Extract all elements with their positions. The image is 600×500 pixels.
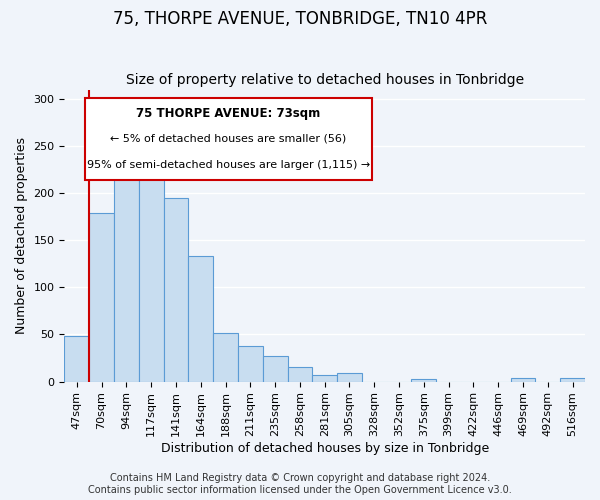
Bar: [238, 346, 263, 382]
Bar: [412, 379, 436, 382]
X-axis label: Distribution of detached houses by size in Tonbridge: Distribution of detached houses by size …: [161, 442, 489, 455]
Bar: [313, 375, 337, 382]
Bar: [263, 356, 287, 382]
Bar: [287, 366, 313, 382]
Text: 75, THORPE AVENUE, TONBRIDGE, TN10 4PR: 75, THORPE AVENUE, TONBRIDGE, TN10 4PR: [113, 10, 487, 28]
Bar: [164, 198, 188, 382]
Bar: [213, 332, 238, 382]
Bar: [337, 373, 362, 382]
Bar: [114, 179, 139, 382]
Text: ← 5% of detached houses are smaller (56): ← 5% of detached houses are smaller (56): [110, 134, 347, 143]
Bar: [560, 378, 585, 382]
Text: 95% of semi-detached houses are larger (1,115) →: 95% of semi-detached houses are larger (…: [87, 160, 370, 170]
Text: Contains HM Land Registry data © Crown copyright and database right 2024.
Contai: Contains HM Land Registry data © Crown c…: [88, 474, 512, 495]
Bar: [139, 146, 164, 382]
Bar: [89, 213, 114, 382]
Bar: [188, 256, 213, 382]
Text: 75 THORPE AVENUE: 73sqm: 75 THORPE AVENUE: 73sqm: [136, 107, 320, 120]
FancyBboxPatch shape: [85, 98, 371, 180]
Title: Size of property relative to detached houses in Tonbridge: Size of property relative to detached ho…: [125, 73, 524, 87]
Bar: [64, 336, 89, 382]
Bar: [511, 378, 535, 382]
Y-axis label: Number of detached properties: Number of detached properties: [15, 137, 28, 334]
